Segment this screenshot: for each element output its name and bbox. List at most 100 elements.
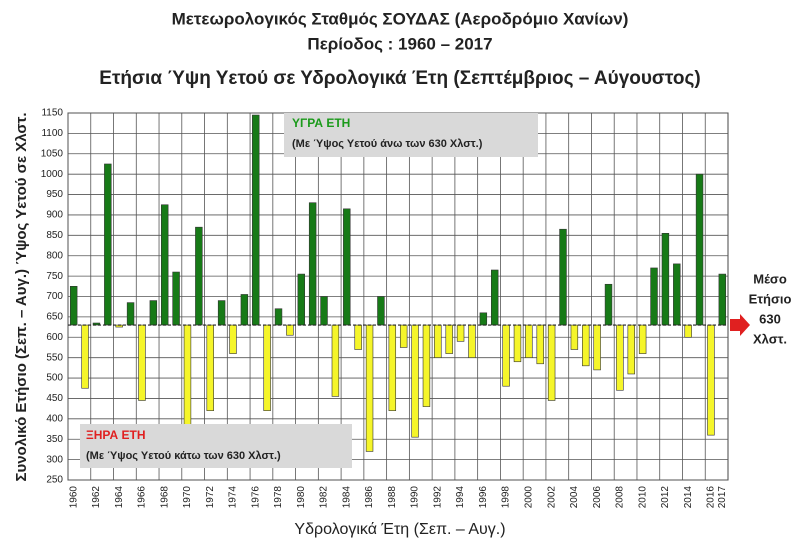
bar <box>229 324 237 354</box>
y-tick-label: 800 <box>46 250 63 261</box>
bar <box>695 173 704 326</box>
x-tick-label: 2006 <box>592 486 603 509</box>
bar <box>434 324 442 358</box>
x-tick-label: 2016 <box>706 486 717 509</box>
x-tick-label: 1986 <box>364 486 375 509</box>
y-tick-label: 1100 <box>41 128 63 139</box>
y-tick-label: 300 <box>46 454 63 465</box>
bar <box>399 324 408 348</box>
bar <box>673 263 681 326</box>
bar <box>365 324 374 452</box>
bar <box>684 324 692 338</box>
bar <box>388 324 397 411</box>
x-tick-label: 2010 <box>637 486 648 509</box>
bar <box>297 273 305 326</box>
bar <box>422 324 431 407</box>
bar <box>479 312 488 326</box>
x-tick-label: 1984 <box>341 486 352 509</box>
x-tick-label: 1962 <box>91 486 102 509</box>
bar <box>661 232 670 326</box>
bar <box>456 324 465 342</box>
x-tick-label: 1978 <box>273 486 284 509</box>
bar <box>149 300 158 326</box>
y-tick-label: 350 <box>46 434 63 445</box>
bar <box>570 324 579 350</box>
mean-note: Ετήσιο <box>749 291 792 306</box>
bar <box>320 296 328 326</box>
dry-box <box>80 424 352 468</box>
dry-note: (Με Ύψος Υετού κάτω των 630 Χλστ.) <box>86 450 281 462</box>
wet-note: (Με Ύψος Υετού άνω των 630 Χλστ.) <box>292 138 483 150</box>
bar <box>69 286 78 326</box>
x-tick-label: 1976 <box>250 486 261 509</box>
y-tick-label: 750 <box>46 271 63 282</box>
bar <box>445 324 453 354</box>
bar <box>252 114 260 326</box>
y-axis-label: Συνολικό Ετήσιο (Σεπ. – Αυγ.) Ύψος Υετού… <box>13 112 30 481</box>
bar <box>138 324 146 401</box>
bar <box>172 271 180 326</box>
x-tick-label: 2008 <box>615 486 626 509</box>
y-tick-label: 650 <box>46 312 63 323</box>
y-tick-label: 250 <box>46 475 63 486</box>
bar <box>206 324 214 411</box>
x-tick-label: 1996 <box>478 486 489 509</box>
bar <box>491 269 499 326</box>
bar <box>195 226 203 326</box>
x-tick-label: 2002 <box>546 486 557 509</box>
y-tick-label: 850 <box>46 230 63 241</box>
bar <box>263 324 271 411</box>
bar <box>582 324 590 367</box>
x-tick-label: 1974 <box>228 486 239 509</box>
bar <box>286 324 294 336</box>
x-tick-label: 1994 <box>455 486 466 509</box>
bar <box>81 324 89 389</box>
y-tick-label: 1000 <box>41 169 64 180</box>
bar <box>616 324 624 391</box>
mean-note: Μέσο <box>753 271 787 286</box>
x-axis-label: Υδρολογικά Έτη (Σεπ. – Αυγ.) <box>294 521 505 538</box>
y-tick-label: 600 <box>46 332 63 343</box>
chart-title: Ετήσια Ύψη Υετού σε Υδρολογικά Έτη (Σεπτ… <box>99 68 700 89</box>
x-tick-label: 1960 <box>68 486 79 509</box>
x-tick-label: 2004 <box>569 486 580 509</box>
wet-box <box>284 113 538 157</box>
bar <box>217 300 226 326</box>
x-tick-label: 1970 <box>182 486 193 509</box>
mean-note: 630 <box>759 311 781 326</box>
subtitle: Περίοδος : 1960 – 2017 <box>307 34 492 53</box>
bar <box>92 322 101 326</box>
x-tick-label: 1980 <box>296 486 307 509</box>
y-tick-label: 700 <box>46 291 63 302</box>
bar <box>513 324 522 363</box>
dry-title: ΞΗΡΑ ΕΤΗ <box>86 428 146 442</box>
x-tick-label: 1998 <box>501 486 512 509</box>
x-tick-label: 1972 <box>205 486 216 509</box>
bar <box>468 324 476 358</box>
bar <box>718 273 727 326</box>
bar <box>411 324 419 438</box>
bar <box>331 324 340 397</box>
x-tick-label: 1990 <box>410 486 421 509</box>
bar <box>377 296 385 326</box>
bar <box>240 294 249 326</box>
y-tick-label: 1050 <box>41 148 64 159</box>
y-tick-label: 550 <box>46 352 63 363</box>
bar <box>536 324 544 365</box>
title: Μετεωρολογικός Σταθμός ΣΟΥΔΑΣ (Αεροδρόμι… <box>172 9 629 28</box>
x-tick-label: 1964 <box>114 486 125 509</box>
bar <box>354 324 362 350</box>
bar <box>126 302 135 326</box>
bar <box>547 324 556 401</box>
bar <box>604 283 613 326</box>
x-tick-label: 1992 <box>432 486 443 509</box>
bar <box>502 324 510 387</box>
bar <box>650 267 658 326</box>
x-tick-label: 2000 <box>524 486 535 509</box>
bar <box>638 324 647 354</box>
bar <box>308 202 317 326</box>
wet-title: ΥΓΡΑ ΕΤΗ <box>292 116 350 130</box>
y-tick-label: 950 <box>46 189 63 200</box>
